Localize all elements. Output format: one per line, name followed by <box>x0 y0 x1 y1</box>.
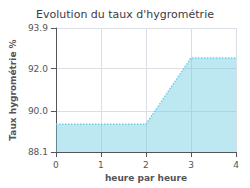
svg-text:0: 0 <box>53 160 59 170</box>
svg-text:Taux hygrométrie %: Taux hygrométrie % <box>8 39 18 140</box>
svg-text:Evolution du taux d'hygrométri: Evolution du taux d'hygrométrie <box>36 8 214 21</box>
svg-text:93.9: 93.9 <box>28 23 48 33</box>
svg-text:90.0: 90.0 <box>28 106 48 116</box>
svg-text:1: 1 <box>98 160 104 170</box>
svg-text:2: 2 <box>143 160 149 170</box>
svg-text:88.1: 88.1 <box>28 147 48 157</box>
svg-text:heure par heure: heure par heure <box>105 173 187 183</box>
svg-text:4: 4 <box>233 160 239 170</box>
svg-text:3: 3 <box>188 160 194 170</box>
svg-text:92.0: 92.0 <box>28 64 48 74</box>
